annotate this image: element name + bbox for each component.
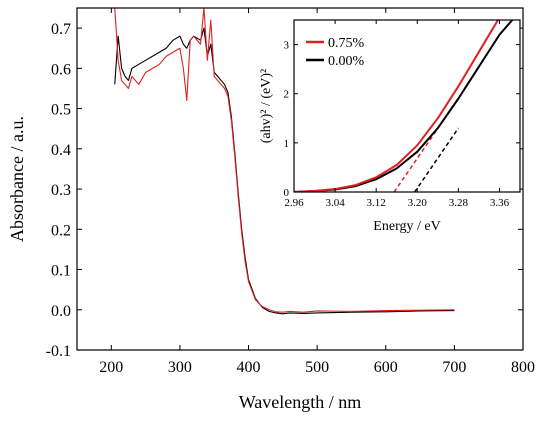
inset-x-tick-label: 3.28 xyxy=(449,197,469,209)
main-x-axis-title: Wavelength / nm xyxy=(239,392,362,412)
main-y-tick-label: 0.1 xyxy=(51,263,71,280)
main-series-line-1 xyxy=(114,27,455,315)
main-x-tick-label: 600 xyxy=(374,359,398,376)
inset-plot-background xyxy=(294,20,520,192)
inset-legend-label-1: 0.00% xyxy=(328,54,365,69)
main-x-tick-label: 800 xyxy=(511,359,535,376)
main-y-tick-label: 0.5 xyxy=(51,102,71,119)
inset-x-tick-label: 3.20 xyxy=(408,197,428,209)
inset-plot-frame xyxy=(293,19,521,193)
main-x-tick-label: 700 xyxy=(442,359,466,376)
inset-tangent-line-1 xyxy=(414,127,459,192)
main-x-tick-label: 200 xyxy=(99,359,123,376)
inset-y-tick-label: 2 xyxy=(284,89,290,101)
main-plot: 200 300 400 500 600 700 800 -0.1 0.0 0.1 0.2 0.3 0.4… xyxy=(7,7,535,412)
main-y-tick-label: 0.7 xyxy=(51,21,71,38)
inset-x-tick-label: 3.04 xyxy=(325,197,345,209)
inset-x-axis-title: Energy / eV xyxy=(373,219,440,234)
main-y-tick-label: 0.4 xyxy=(51,142,71,159)
inset-x-tick-label: 2.96 xyxy=(284,197,304,209)
main-y-tick-label: 0.2 xyxy=(51,222,71,239)
inset-y-tick-label: 3 xyxy=(284,40,290,52)
inset-x-tick-label: 3.12 xyxy=(367,197,386,209)
main-y-tick-label: -0.1 xyxy=(46,343,71,360)
main-y-tick-label: 0.3 xyxy=(51,182,71,199)
main-y-axis-title: Absorbance / a.u. xyxy=(7,116,27,242)
inset-y-tick-label: 0 xyxy=(284,187,290,199)
main-x-tick-label: 300 xyxy=(168,359,192,376)
inset-y-tick-label: 1 xyxy=(284,138,290,150)
inset-plot: 2.96 3.04 3.12 3.20 3.28 3.36 0 1 2 3 Energy / eV (… xyxy=(259,19,521,234)
inset-legend-label-0: 0.75% xyxy=(328,36,365,51)
main-y-tick-label: 0.6 xyxy=(51,61,71,78)
inset-y-axis-title: (ahv)² / (eV)² xyxy=(259,69,274,143)
inset-data-area xyxy=(294,20,514,192)
inset-x-tick-label: 3.36 xyxy=(490,197,510,209)
main-y-tick-label: 0.0 xyxy=(51,303,71,320)
inset-series-line-0 xyxy=(294,20,500,192)
main-x-tick-label: 500 xyxy=(305,359,329,376)
main-plot-frame xyxy=(76,7,524,351)
main-data-area xyxy=(114,8,455,315)
main-x-tick-label: 400 xyxy=(237,359,261,376)
main-series-line-0 xyxy=(114,8,455,313)
